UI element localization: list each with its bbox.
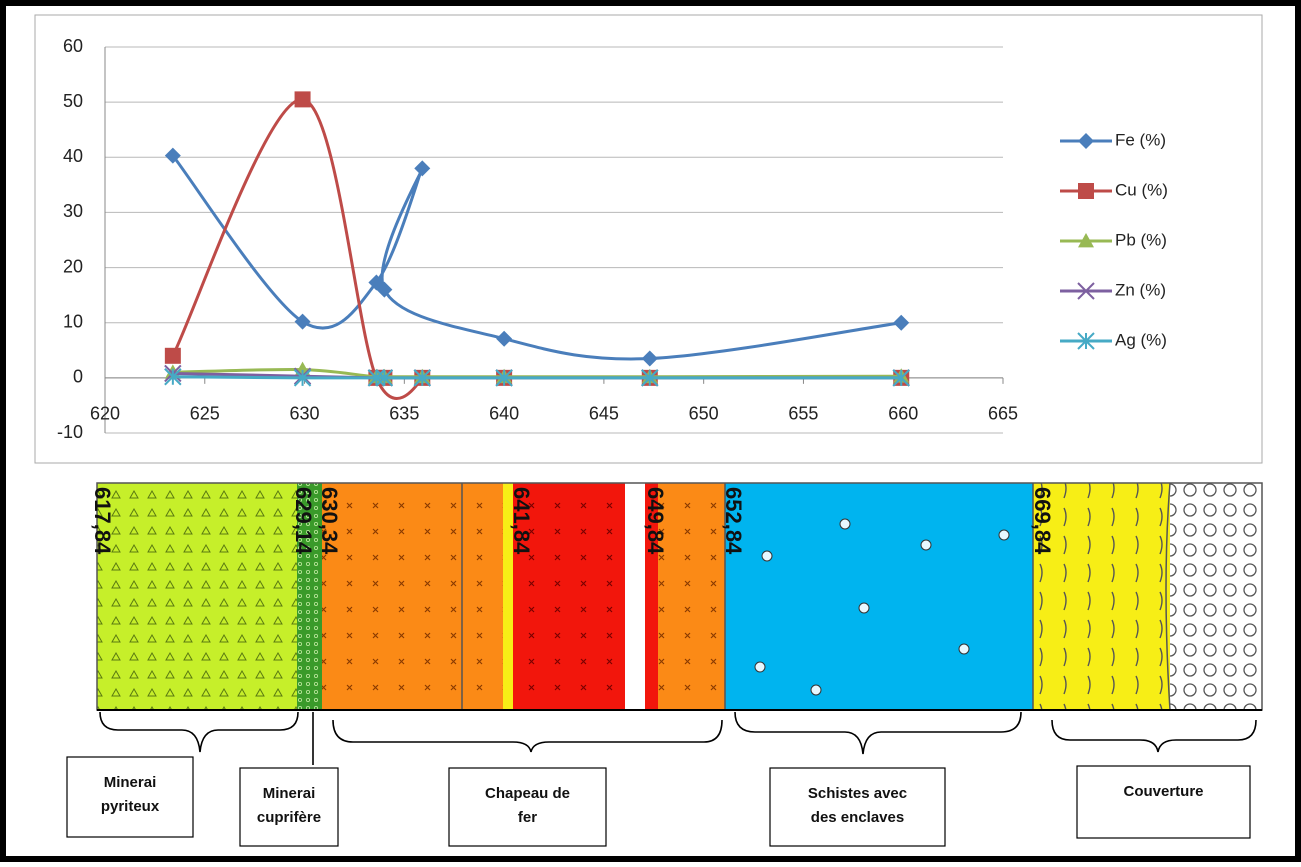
marker [295, 91, 311, 107]
unit-label: Minerai [263, 785, 316, 802]
unit-label: cuprifère [257, 809, 321, 826]
x-tick-label: 645 [589, 404, 619, 424]
unit-label: Couverture [1123, 783, 1203, 800]
chart-box [35, 15, 1262, 463]
layer [725, 483, 1033, 710]
y-tick-label: 10 [63, 311, 83, 331]
legend-label: Pb (%) [1115, 230, 1167, 249]
y-tick-label: 20 [63, 256, 83, 276]
depth-label: 669,84 [1030, 487, 1055, 555]
unit-label: des enclaves [811, 809, 904, 826]
unit-label: Minerai [104, 774, 157, 791]
y-tick-label: -10 [57, 422, 83, 442]
depth-label: 630,34 [317, 487, 342, 555]
legend-label: Cu (%) [1115, 180, 1168, 199]
x-tick-label: 650 [689, 404, 719, 424]
depth-label: 652,84 [721, 487, 746, 555]
unit-boxes: Minerai pyriteux Minerai cuprifère Chapeau d… [67, 757, 1250, 846]
unit-box [1077, 766, 1250, 838]
legend-label: Zn (%) [1115, 280, 1166, 299]
unit-label: Chapeau de [485, 785, 570, 802]
unit-label: pyriteux [101, 798, 160, 815]
legend-label: Fe (%) [1115, 130, 1166, 149]
x-tick-label: 660 [888, 404, 918, 424]
x-tick-label: 635 [389, 404, 419, 424]
x-tick-label: 630 [290, 404, 320, 424]
unit-box [449, 768, 606, 846]
x-tick-label: 665 [988, 404, 1018, 424]
unit-box [770, 768, 945, 846]
depth-label: 649,84 [643, 487, 668, 555]
unit-label: fer [518, 809, 537, 826]
y-tick-label: 40 [63, 146, 83, 166]
y-tick-label: 30 [63, 201, 83, 221]
marker [165, 348, 181, 364]
x-tick-label: 625 [190, 404, 220, 424]
column [97, 483, 1262, 710]
layer [1170, 483, 1262, 710]
legend-marker [1078, 183, 1094, 199]
depth-label: 629,14 [291, 487, 316, 555]
y-tick-label: 60 [63, 36, 83, 56]
figure: -10 0 10 20 30 40 50 60 620 625 630 635 640 645 650 655… [0, 0, 1301, 862]
braces [100, 712, 1256, 765]
layer [322, 483, 503, 710]
layer [97, 483, 297, 710]
series-line [173, 377, 901, 378]
y-tick-label: 50 [63, 91, 83, 111]
legend-label: Ag (%) [1115, 330, 1167, 349]
depth-label: 617,84 [90, 487, 115, 555]
y-tick-label: 0 [73, 367, 83, 387]
x-tick-label: 620 [90, 404, 120, 424]
depth-label: 641,84 [509, 487, 534, 555]
unit-box [240, 768, 338, 846]
x-tick-label: 655 [788, 404, 818, 424]
x-tick-label: 640 [489, 404, 519, 424]
unit-label: Schistes avec [808, 785, 907, 802]
